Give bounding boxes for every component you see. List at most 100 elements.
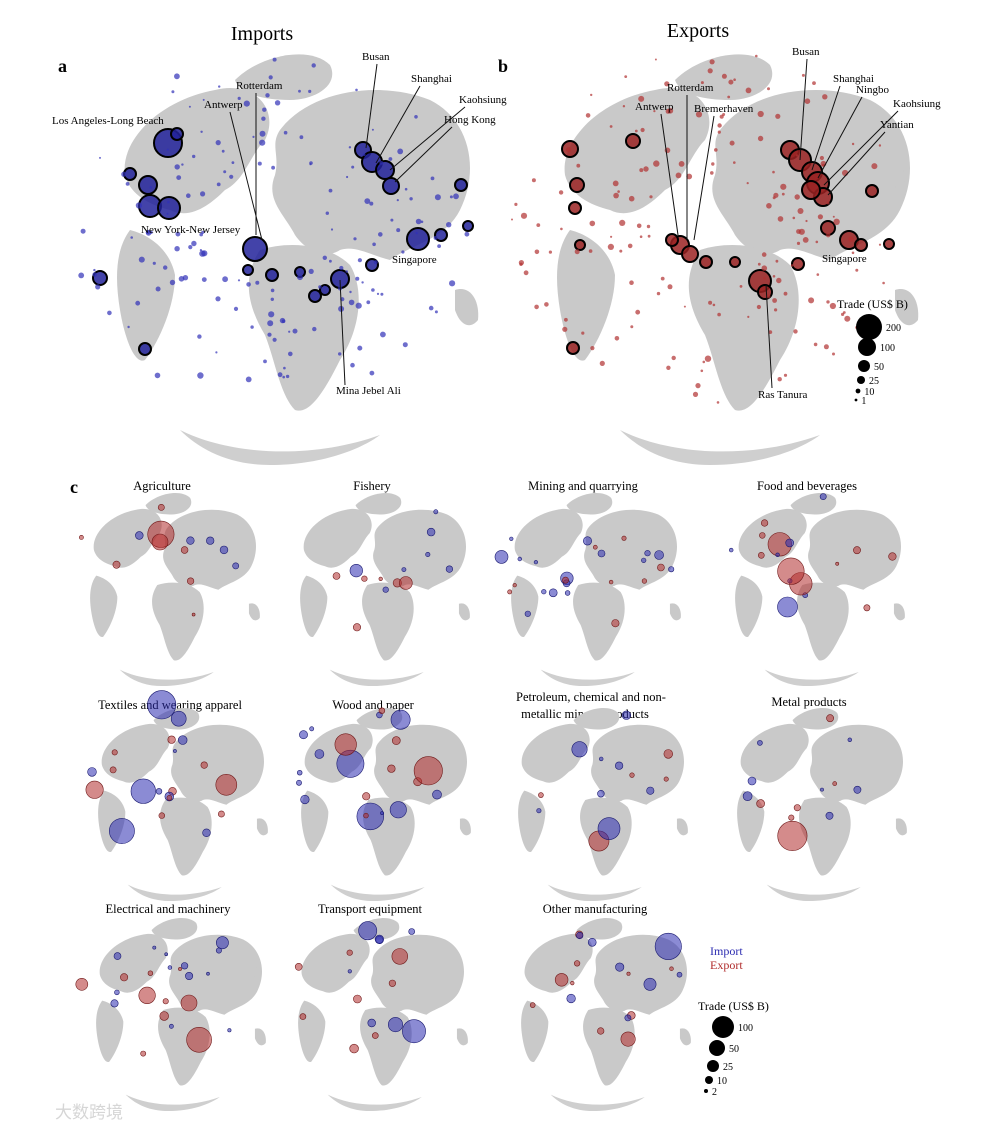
import-port-marker: [233, 306, 239, 311]
export-marker: [777, 820, 808, 851]
export-port-marker: [728, 79, 734, 85]
import-port-marker: [346, 175, 349, 179]
import-marker: [390, 709, 411, 730]
import-port-marker: [328, 188, 333, 193]
sector-panels: c Agriculture Fishery Mining and quarryi…: [70, 477, 907, 1112]
export-port-marker: [664, 81, 670, 87]
export-port-marker: [783, 291, 788, 296]
import-marker: [215, 936, 229, 950]
import-marker: [202, 828, 211, 837]
export-port-marker: [544, 302, 549, 307]
import-port-marker: [191, 240, 197, 247]
import-port-marker: [215, 140, 221, 146]
export-marker: [413, 756, 443, 786]
export-marker: [294, 962, 303, 971]
legend-b-size-marker: [858, 338, 876, 356]
import-port-marker: [353, 237, 357, 241]
import-port-marker: [299, 135, 304, 140]
export-port-marker: [780, 183, 787, 190]
export-port-marker: [548, 250, 553, 254]
export-port-marker: [733, 78, 736, 81]
import-port-marker: [229, 174, 234, 179]
import-port-marker: [178, 276, 185, 282]
import-port-marker: [401, 250, 405, 254]
export-port-marker: [612, 180, 619, 187]
import-marker: [533, 560, 539, 565]
export-marker: [626, 971, 631, 976]
import-port-marker: [270, 297, 274, 301]
import-marker: [296, 779, 302, 786]
sector-globe: [518, 708, 688, 902]
export-port-marker: [683, 305, 686, 308]
import-marker: [374, 934, 385, 945]
export-marker: [554, 973, 569, 987]
export-port-marker: [695, 111, 703, 118]
export-marker: [608, 579, 614, 585]
export-marker: [79, 535, 84, 540]
import-marker: [614, 761, 624, 770]
export-port-marker: [804, 98, 811, 104]
import-port-marker: [223, 170, 227, 174]
import-port-marker: [78, 272, 85, 279]
export-marker: [167, 735, 176, 744]
import-port-marker: [351, 165, 355, 169]
export-port-marker: [566, 341, 580, 355]
import-port-marker: [339, 265, 344, 271]
export-port-marker: [794, 194, 800, 200]
import-port-marker: [176, 175, 182, 181]
import-port-marker: [355, 276, 360, 281]
export-marker: [562, 576, 569, 584]
export-port-marker: [776, 277, 782, 284]
import-port-marker: [357, 258, 362, 263]
export-marker: [112, 560, 121, 569]
import-port-marker: [379, 161, 384, 165]
sector-title-petroleum-line1: Petroleum, chemical and non-: [516, 690, 666, 704]
import-port-marker: [135, 300, 141, 306]
export-port-marker: [777, 377, 782, 382]
export-port-marker: [719, 114, 724, 119]
import-port-marker: [157, 196, 181, 220]
export-marker: [346, 949, 353, 956]
export-port-marker: [792, 216, 796, 220]
export-port-marker: [757, 262, 761, 266]
export-port-marker: [791, 257, 805, 271]
legend-c-size-marker: [704, 1089, 708, 1093]
label-hong-kong-a: Hong Kong: [444, 114, 496, 126]
export-marker: [166, 794, 173, 801]
export-port-marker: [854, 238, 868, 252]
legend-b-size-marker: [858, 360, 870, 372]
export-port-marker: [629, 280, 634, 286]
export-port-marker: [796, 241, 801, 245]
export-port-marker: [564, 317, 568, 322]
export-port-marker: [766, 203, 772, 209]
import-port-marker: [449, 280, 456, 287]
export-marker: [353, 994, 362, 1004]
import-port-marker: [200, 130, 203, 133]
export-port-marker: [716, 401, 720, 404]
export-port-marker: [882, 281, 885, 285]
legend-b-size-marker: [857, 376, 865, 384]
legend-b-size-marker: [856, 314, 882, 340]
export-port-marker: [772, 170, 775, 174]
import-marker: [181, 962, 189, 970]
export-port-marker: [801, 180, 821, 200]
import-marker: [853, 785, 862, 794]
export-port-marker: [514, 202, 518, 206]
import-port-marker: [199, 232, 203, 237]
import-port-marker: [261, 116, 266, 121]
export-port-marker: [643, 166, 649, 172]
export-port-marker: [636, 223, 642, 229]
import-port-marker: [357, 345, 363, 351]
import-port-marker: [107, 310, 112, 316]
import-port-marker: [298, 89, 301, 93]
import-marker: [300, 794, 310, 805]
export-marker: [621, 535, 627, 541]
import-port-marker: [420, 220, 424, 224]
legend-export-label: Export: [710, 958, 743, 972]
export-port-marker: [883, 238, 895, 250]
import-port-marker: [80, 228, 86, 234]
import-port-marker: [259, 130, 266, 137]
import-port-marker: [311, 63, 316, 68]
